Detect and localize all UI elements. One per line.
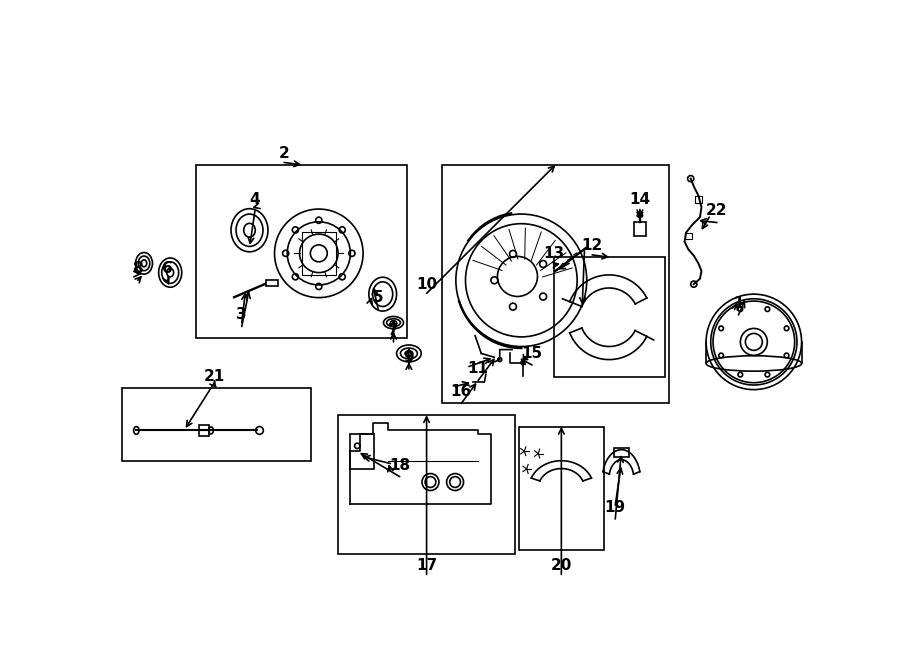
Text: 11: 11 bbox=[468, 362, 489, 376]
Text: 9: 9 bbox=[403, 350, 414, 365]
Text: 6: 6 bbox=[162, 261, 173, 276]
Text: 12: 12 bbox=[581, 238, 603, 253]
Bar bbox=[614, 448, 629, 457]
Text: 18: 18 bbox=[389, 457, 410, 473]
Bar bbox=[266, 280, 278, 286]
Text: 15: 15 bbox=[521, 346, 543, 361]
Text: 19: 19 bbox=[605, 500, 626, 515]
Bar bbox=[195, 165, 408, 338]
Text: 1: 1 bbox=[734, 296, 743, 311]
Text: 13: 13 bbox=[543, 246, 564, 261]
Text: 21: 21 bbox=[204, 369, 226, 384]
Text: 17: 17 bbox=[416, 558, 437, 572]
Text: 22: 22 bbox=[706, 204, 727, 219]
Bar bbox=[349, 434, 374, 469]
Bar bbox=[519, 426, 604, 550]
Text: 8: 8 bbox=[132, 261, 143, 276]
Text: 7: 7 bbox=[388, 323, 399, 338]
Bar bbox=[554, 257, 665, 377]
Text: 5: 5 bbox=[373, 290, 383, 305]
Bar bbox=[634, 222, 646, 235]
Text: 14: 14 bbox=[629, 192, 651, 207]
Text: 3: 3 bbox=[237, 307, 248, 323]
Bar bbox=[685, 233, 692, 239]
Bar bbox=[122, 388, 311, 461]
Bar bbox=[442, 165, 669, 403]
Text: 4: 4 bbox=[249, 192, 260, 207]
Bar bbox=[200, 425, 209, 436]
Text: 2: 2 bbox=[279, 145, 290, 161]
Text: 16: 16 bbox=[451, 385, 472, 399]
Bar bbox=[695, 196, 702, 202]
Ellipse shape bbox=[133, 426, 139, 434]
Text: 20: 20 bbox=[551, 558, 572, 572]
Bar bbox=[302, 232, 336, 275]
Text: 10: 10 bbox=[416, 277, 437, 292]
Bar bbox=[338, 415, 515, 554]
